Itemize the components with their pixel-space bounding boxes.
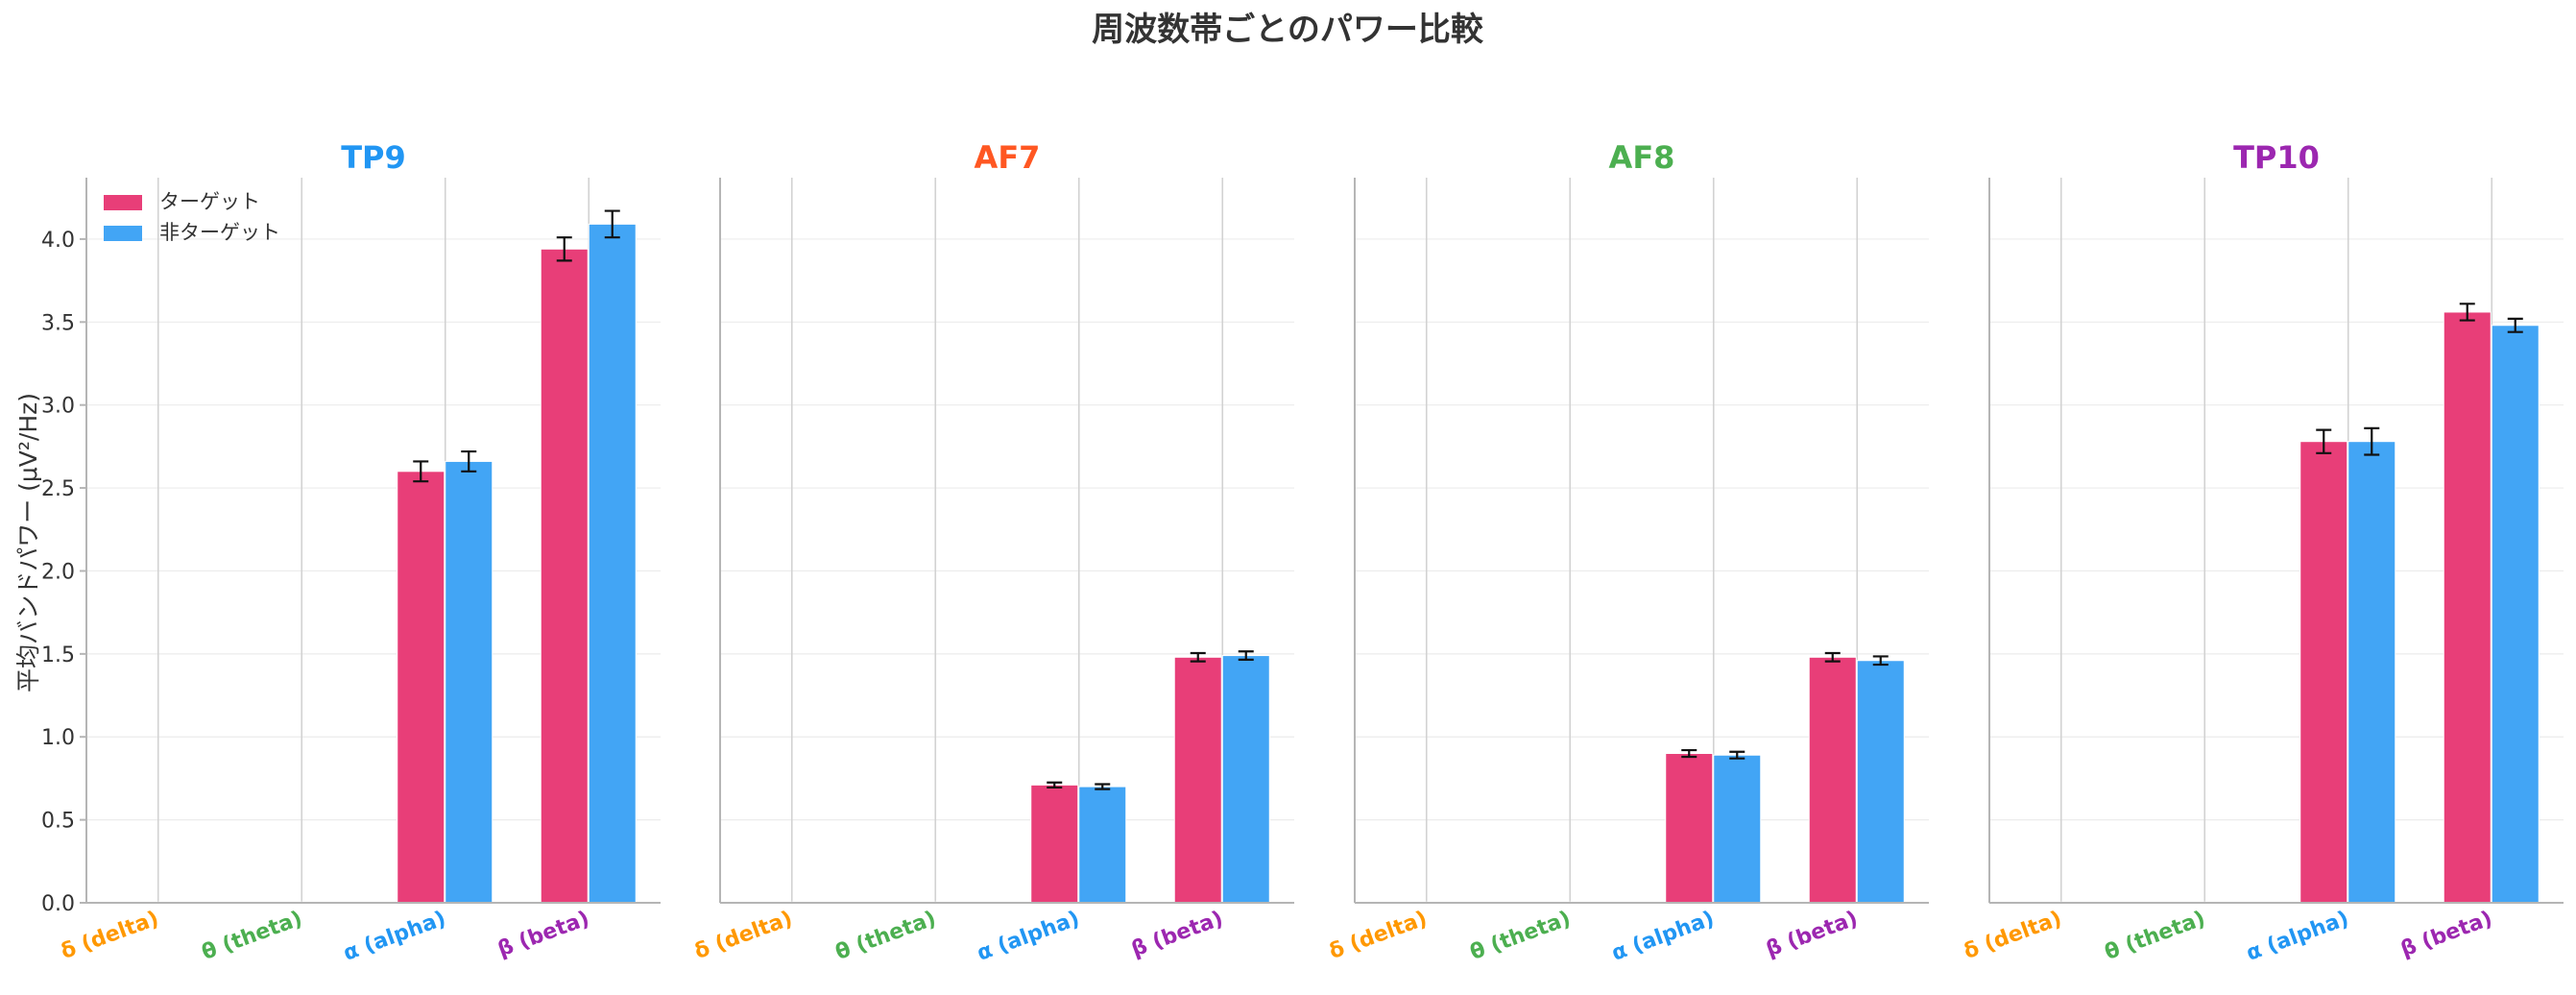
x-tick-label: α (alpha) bbox=[1608, 907, 1717, 966]
x-tick-label: β (beta) bbox=[2397, 907, 2495, 962]
bar-nontarget-3 bbox=[1221, 655, 1270, 904]
y-tick-label: 2.5 bbox=[41, 477, 75, 501]
x-tick-label: θ (theta) bbox=[832, 907, 939, 965]
bar-nontarget-2 bbox=[1713, 754, 1762, 904]
x-tick-label: θ (theta) bbox=[2102, 907, 2208, 965]
y-tick-label: 1.5 bbox=[41, 643, 75, 667]
panel-title: TP10 bbox=[2233, 139, 2320, 176]
x-tick-label: β (beta) bbox=[1763, 907, 1861, 962]
y-tick-label: 1.0 bbox=[41, 726, 75, 750]
x-tick-label: α (alpha) bbox=[340, 907, 448, 966]
panel-title: AF7 bbox=[975, 139, 1041, 176]
x-tick-label: α (alpha) bbox=[974, 907, 1082, 966]
legend-swatch bbox=[104, 226, 142, 241]
bar-target-2 bbox=[1665, 753, 1714, 904]
x-tick-label: δ (delta) bbox=[1961, 907, 2065, 964]
legend-swatch bbox=[104, 195, 142, 210]
bar-target-3 bbox=[2443, 311, 2492, 904]
figure-title: 周波数帯ごとのパワー比較 bbox=[1092, 11, 1484, 49]
bar-nontarget-2 bbox=[445, 460, 494, 904]
legend-label: 非ターゲット bbox=[159, 221, 280, 244]
y-tick-label: 0.0 bbox=[41, 892, 75, 916]
bar-nontarget-2 bbox=[2347, 441, 2396, 904]
y-tick-label: 0.5 bbox=[41, 810, 75, 834]
panel-title: AF8 bbox=[1609, 139, 1675, 176]
bar-nontarget-3 bbox=[588, 223, 637, 904]
bar-target-2 bbox=[2299, 441, 2348, 904]
x-tick-label: θ (theta) bbox=[199, 907, 305, 965]
y-tick-label: 2.0 bbox=[41, 560, 75, 584]
x-tick-label: δ (delta) bbox=[1326, 907, 1431, 964]
x-tick-label: θ (theta) bbox=[1467, 907, 1574, 965]
bar-target-3 bbox=[540, 248, 589, 904]
bar-target-3 bbox=[1808, 656, 1857, 904]
bar-target-2 bbox=[1030, 784, 1079, 904]
legend-label: ターゲット bbox=[159, 190, 260, 213]
bar-target-2 bbox=[397, 471, 445, 904]
x-tick-label: α (alpha) bbox=[2243, 907, 2351, 966]
bar-nontarget-3 bbox=[2491, 325, 2540, 904]
y-tick-label: 3.0 bbox=[41, 395, 75, 419]
y-tick-label: 3.5 bbox=[41, 311, 75, 335]
y-tick-label: 4.0 bbox=[41, 229, 75, 253]
bar-target-3 bbox=[1173, 656, 1222, 904]
bar-nontarget-2 bbox=[1078, 786, 1127, 904]
x-tick-label: β (beta) bbox=[494, 907, 592, 962]
bar-nontarget-3 bbox=[1856, 660, 1905, 904]
y-axis-label: 平均バンドパワー (μV²/Hz) bbox=[14, 393, 42, 692]
panel-title: TP9 bbox=[341, 139, 406, 176]
x-tick-label: δ (delta) bbox=[691, 907, 796, 964]
x-tick-label: β (beta) bbox=[1128, 907, 1226, 962]
